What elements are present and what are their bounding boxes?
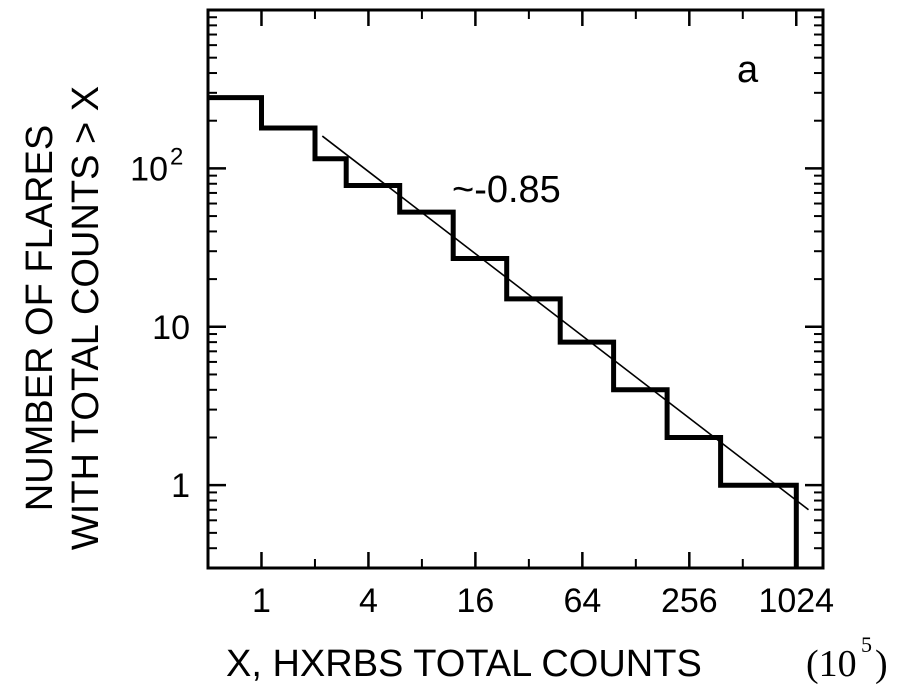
panel-label: a [737,49,759,91]
x-axis-label: X, HXRBS TOTAL COUNTS [226,643,702,684]
x-tick-label: 1 [252,582,271,620]
y-tick-label: 10 [152,309,190,347]
x-axis-unit-exponent: 5 [861,632,872,657]
fit-line [321,135,809,511]
x-tick-label: 256 [661,582,718,620]
y-tick-label: 10 [130,150,168,188]
x-tick-label: 1024 [758,582,834,620]
x-tick-label: 4 [359,582,378,620]
y-axis-label-line2: WITH TOTAL COUNTS > X [65,86,107,550]
plot-frame [206,8,825,570]
fit-slope-label: ~-0.85 [452,169,561,211]
x-tick-label: 16 [456,582,494,620]
x-axis-unit: (10 [806,643,857,684]
y-axis-label-line1: NUMBER OF FLARES [19,125,61,511]
x-axis-label-group: X, HXRBS TOTAL COUNTS (10 5 ) [226,632,888,684]
y-axis-label-group: NUMBER OF FLARES WITH TOTAL COUNTS > X [19,86,107,550]
cumulative-step-series [208,95,799,568]
x-tick-label: 64 [563,582,601,620]
x-axis-unit-close: ) [875,643,888,684]
y-tick-label: 1 [171,467,190,505]
y-tick-label-exponent: 2 [170,143,183,170]
